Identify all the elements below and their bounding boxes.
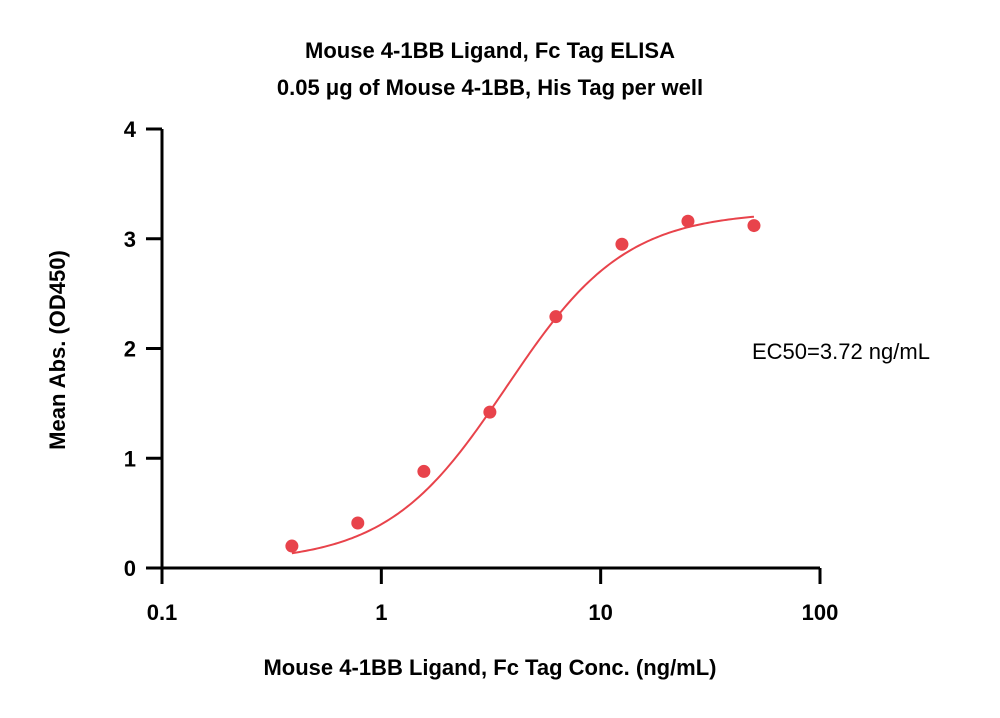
data-point xyxy=(351,516,365,530)
y-tick-label: 2 xyxy=(124,337,136,362)
y-axis-label: Mean Abs. (OD450) xyxy=(45,250,70,450)
y-tick-label: 1 xyxy=(124,446,136,471)
data-point xyxy=(681,214,695,228)
data-point xyxy=(615,237,629,251)
y-tick-label: 0 xyxy=(124,556,136,581)
x-tick-label: 0.1 xyxy=(147,600,178,625)
axes: 0 1 2 3 4 0.1 1 10 100 xyxy=(124,117,839,625)
data-point xyxy=(417,464,431,478)
data-point xyxy=(747,219,761,233)
x-tick-label: 1 xyxy=(375,600,387,625)
data-point xyxy=(285,539,299,553)
ec50-annotation: EC50=3.72 ng/mL xyxy=(752,339,930,364)
data-point xyxy=(483,405,497,419)
x-tick-label: 10 xyxy=(588,600,612,625)
data-points-layer xyxy=(285,214,761,553)
x-axis-label: Mouse 4-1BB Ligand, Fc Tag Conc. (ng/mL) xyxy=(263,655,716,680)
chart-title: Mouse 4-1BB Ligand, Fc Tag ELISA xyxy=(305,38,675,63)
chart-subtitle: 0.05 μg of Mouse 4-1BB, His Tag per well xyxy=(277,75,703,100)
data-point xyxy=(549,310,563,324)
fit-curve-layer xyxy=(291,215,755,555)
x-tick-label: 100 xyxy=(802,600,839,625)
fit-curve xyxy=(291,215,755,555)
y-tick-label: 3 xyxy=(124,227,136,252)
y-tick-label: 4 xyxy=(124,117,137,142)
